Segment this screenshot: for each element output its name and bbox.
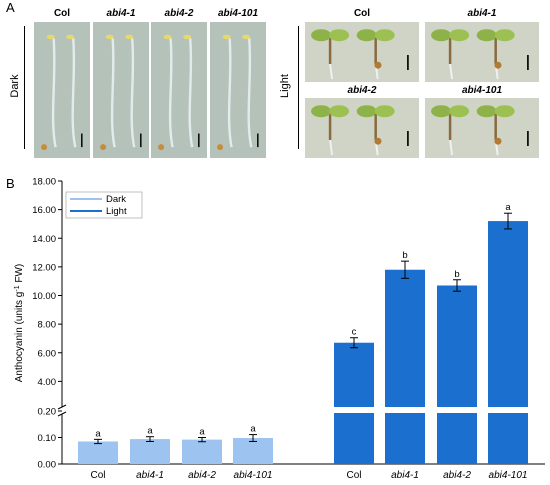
bar-light-lower	[437, 413, 477, 464]
y-tick-label: 0.20	[38, 407, 57, 418]
x-category-label: abi4-1	[391, 470, 419, 481]
light-photo-label: abi4-1	[467, 8, 497, 19]
bar-dark	[233, 438, 273, 464]
significance-letter: c	[352, 327, 357, 338]
bar-light-upper	[385, 269, 425, 407]
bar-light-upper	[488, 221, 528, 407]
y-tick-label: 12.00	[32, 262, 56, 273]
light-photo-label: abi4-2	[347, 85, 377, 96]
dark-bracket-line	[24, 26, 25, 149]
light-seedling-photo	[305, 22, 419, 82]
significance-letter: a	[505, 202, 511, 213]
legend-label-dark: Dark	[106, 194, 126, 205]
light-photo-label: abi4-101	[461, 85, 503, 96]
y-tick-label: 0.00	[38, 460, 57, 471]
x-category-label: abi4-1	[136, 470, 164, 481]
light-bracket-line	[298, 26, 299, 149]
bar-light-lower	[488, 413, 528, 464]
light-seedling-photo	[305, 98, 419, 158]
bar-dark	[182, 439, 222, 464]
x-category-label: Col	[90, 470, 105, 481]
significance-letter: a	[147, 426, 153, 437]
y-tick-label: 0.10	[38, 433, 57, 444]
legend-box	[65, 191, 143, 219]
significance-letter: b	[454, 269, 459, 280]
y-tick-label: 4.00	[38, 377, 57, 388]
dark-seedling-photo	[34, 22, 90, 158]
significance-letter: a	[250, 424, 256, 435]
y-tick-label: 8.00	[38, 320, 57, 331]
legend-label-light: Light	[106, 206, 127, 217]
y-axis-label: Anthocyanin (units g-1 FW)	[14, 264, 26, 383]
panel-a-letter: A	[6, 0, 15, 15]
significance-letter: a	[199, 427, 205, 438]
bar-light-upper	[334, 342, 374, 407]
x-category-label: abi4-101	[234, 470, 273, 481]
y-tick-label: 16.00	[32, 205, 56, 216]
x-category-label: abi4-101	[489, 470, 528, 481]
x-category-label: Col	[346, 470, 361, 481]
light-seedling-photo	[425, 22, 539, 82]
dark-photo-label: Col	[53, 8, 71, 19]
y-tick-label: 10.00	[32, 291, 56, 302]
dark-photo-label: abi4-1	[106, 8, 136, 19]
bar-light-lower	[334, 413, 374, 464]
dark-photo-label: abi4-101	[217, 8, 259, 19]
y-tick-label: 18.00	[32, 177, 56, 188]
x-category-label: abi4-2	[443, 470, 471, 481]
bar-light-lower	[385, 413, 425, 464]
dark-seedling-photo	[151, 22, 207, 158]
axis-break-mark	[57, 404, 67, 410]
y-tick-label: 14.00	[32, 234, 56, 245]
bar-dark	[130, 439, 170, 464]
panel-b-letter: B	[6, 176, 15, 191]
bar-dark	[78, 441, 118, 464]
light-photo-label: Col	[353, 8, 371, 19]
light-seedling-photo	[425, 98, 539, 158]
dark-seedling-photo	[210, 22, 266, 158]
dark-seedling-photo	[93, 22, 149, 158]
axis-break-mark	[57, 411, 67, 417]
significance-letter: b	[402, 250, 407, 261]
dark-photo-label: abi4-2	[164, 8, 194, 19]
x-category-label: abi4-2	[188, 470, 216, 481]
bar-light-upper	[437, 285, 477, 407]
y-tick-label: 6.00	[38, 348, 57, 359]
significance-letter: a	[95, 428, 101, 439]
